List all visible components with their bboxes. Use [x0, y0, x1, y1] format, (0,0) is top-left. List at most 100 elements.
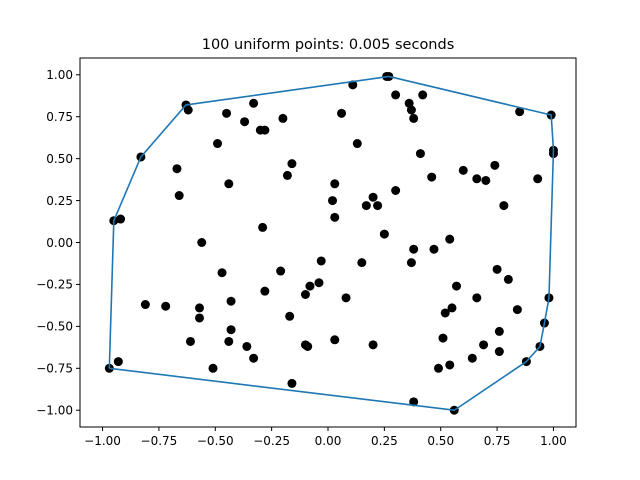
data-point [260, 286, 270, 296]
data-point [492, 264, 502, 274]
data-point [258, 222, 268, 232]
y-tick-label: −0.25 [36, 278, 73, 292]
data-point [276, 266, 286, 276]
y-tick-label: 0.50 [46, 152, 73, 166]
data-point [373, 201, 383, 211]
data-point [305, 281, 315, 291]
data-point [503, 274, 513, 284]
data-point [438, 333, 448, 343]
y-tick-label: −1.00 [36, 404, 73, 418]
data-point [409, 113, 419, 123]
data-point [330, 335, 340, 345]
data-point [406, 258, 416, 268]
data-point [467, 353, 477, 363]
data-point [440, 308, 450, 318]
data-point [494, 326, 504, 336]
data-point [409, 397, 419, 407]
x-tick-label: 0.25 [371, 434, 398, 448]
data-point [194, 303, 204, 313]
data-point [208, 363, 218, 373]
axes: −1.00 −0.75 −0.50 −0.25 0.00 0.25 0.50 0.75 1.00… [36, 57, 577, 448]
data-point [255, 125, 265, 135]
data-point [217, 268, 227, 278]
data-point [447, 303, 457, 313]
data-point [197, 238, 207, 247]
data-point [174, 191, 184, 201]
data-point [494, 347, 504, 357]
data-point [499, 201, 509, 211]
data-point [357, 258, 367, 268]
data-point [113, 357, 123, 367]
data-point [314, 278, 324, 288]
data-point [222, 108, 232, 118]
data-point [445, 360, 455, 370]
y-tick-label: 1.00 [46, 68, 73, 82]
data-point [361, 201, 371, 211]
data-point [226, 296, 236, 306]
x-tick-label: 1.00 [540, 434, 567, 448]
y-tick-label: 0.00 [46, 236, 73, 250]
y-tick-label: −0.50 [36, 320, 73, 334]
x-tick-label: 0.75 [484, 434, 511, 448]
x-tick-label: 0.50 [427, 434, 454, 448]
x-tick-label: −1.00 [84, 434, 121, 448]
data-point [368, 192, 378, 202]
data-point [303, 341, 313, 351]
data-point [472, 293, 482, 303]
x-tick-label: 0.00 [315, 434, 342, 448]
data-point [458, 165, 468, 175]
data-point [249, 98, 259, 108]
data-point [282, 170, 292, 180]
data-point [116, 214, 126, 224]
data-point [213, 139, 223, 149]
data-point [172, 164, 182, 174]
data-point [278, 113, 288, 123]
convex-hull-line [108, 75, 555, 412]
data-point [409, 244, 419, 254]
y-tick-label: 0.75 [46, 110, 73, 124]
data-point [224, 336, 234, 346]
data-point [533, 174, 543, 184]
data-point [330, 179, 340, 189]
data-point [490, 160, 500, 170]
y-tick-label: −0.75 [36, 362, 73, 376]
data-point [512, 305, 522, 315]
data-point [352, 139, 362, 149]
data-point [226, 325, 236, 335]
data-point [285, 311, 295, 321]
data-point [194, 313, 204, 323]
data-point [472, 174, 482, 184]
data-point [445, 234, 455, 244]
data-point [452, 281, 462, 291]
data-point [330, 212, 340, 222]
data-point [481, 175, 491, 185]
data-point [328, 196, 338, 206]
data-point [316, 256, 326, 266]
data-point [391, 186, 401, 196]
data-point [287, 159, 297, 169]
data-point [433, 363, 443, 373]
x-tick-label: −0.50 [197, 434, 234, 448]
data-point [224, 179, 234, 189]
data-point [515, 107, 525, 117]
data-point [287, 378, 297, 388]
x-tick-label: −0.75 [141, 434, 178, 448]
data-point [300, 289, 310, 299]
y-tick-label: 0.25 [46, 194, 73, 208]
data-point [406, 105, 416, 115]
data-point [337, 108, 347, 118]
data-point [418, 90, 428, 100]
plot-area [104, 71, 558, 415]
data-point [183, 105, 193, 115]
data-point [427, 172, 437, 182]
data-point [429, 244, 439, 254]
data-point [341, 293, 351, 303]
chart-title: 100 uniform points: 0.005 seconds [202, 37, 455, 53]
data-point [185, 336, 195, 346]
data-point [249, 353, 259, 363]
data-point [391, 90, 401, 100]
data-point [242, 341, 252, 351]
data-point [368, 340, 378, 350]
data-point [415, 149, 425, 159]
